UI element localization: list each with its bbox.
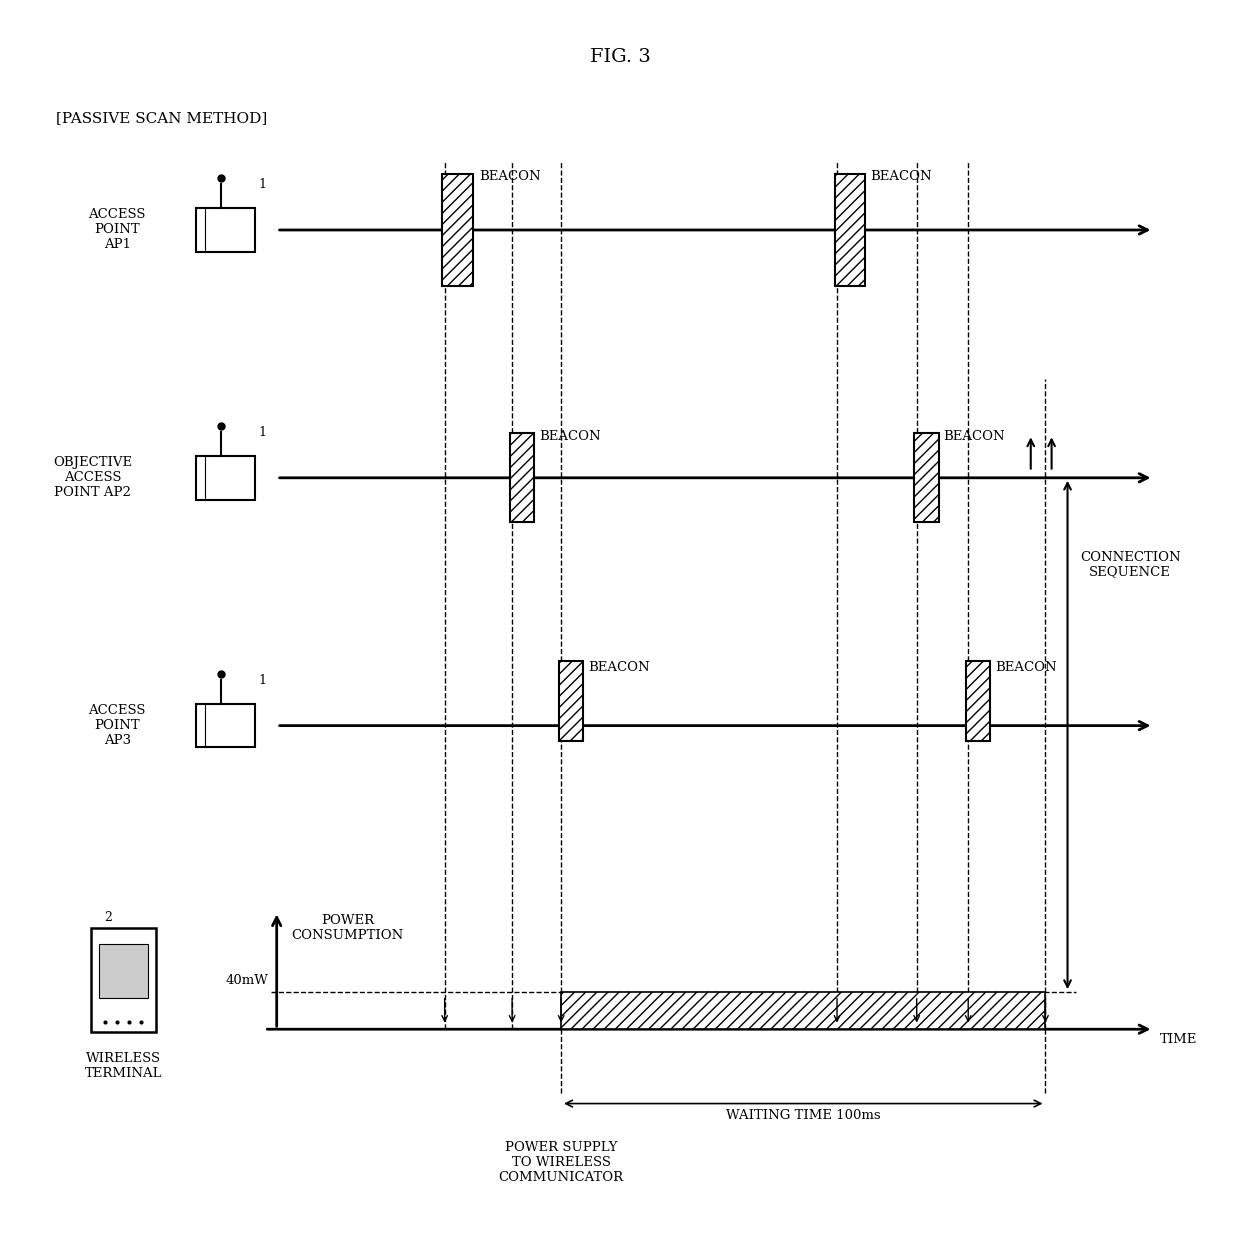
Text: POWER SUPPLY
TO WIRELESS
COMMUNICATOR: POWER SUPPLY TO WIRELESS COMMUNICATOR xyxy=(498,1140,624,1184)
Text: BEACON: BEACON xyxy=(996,660,1056,674)
Bar xyxy=(562,992,1045,1029)
Text: ACCESS
POINT
AP1: ACCESS POINT AP1 xyxy=(88,208,146,252)
Text: FIG. 3: FIG. 3 xyxy=(589,48,651,65)
Text: 40mW: 40mW xyxy=(226,974,268,987)
Bar xyxy=(966,660,991,741)
Bar xyxy=(559,660,583,741)
Text: BEACON: BEACON xyxy=(539,430,600,444)
Text: WIRELESS
TERMINAL: WIRELESS TERMINAL xyxy=(84,1051,162,1080)
Text: ACCESS
POINT
AP3: ACCESS POINT AP3 xyxy=(88,704,146,747)
Text: BEACON: BEACON xyxy=(944,430,1006,444)
Text: OBJECTIVE
ACCESS
POINT AP2: OBJECTIVE ACCESS POINT AP2 xyxy=(53,456,133,499)
Text: POWER
CONSUMPTION: POWER CONSUMPTION xyxy=(291,913,404,942)
Text: BEACON: BEACON xyxy=(588,660,650,674)
Bar xyxy=(196,456,254,500)
Text: [PASSIVE SCAN METHOD]: [PASSIVE SCAN METHOD] xyxy=(56,112,268,125)
Bar xyxy=(914,434,939,523)
Bar xyxy=(196,208,254,252)
Text: 1: 1 xyxy=(259,178,267,192)
Text: 1: 1 xyxy=(259,426,267,439)
Bar xyxy=(835,174,866,286)
Text: CONNECTION
SEQUENCE: CONNECTION SEQUENCE xyxy=(1080,550,1180,579)
Bar xyxy=(510,434,534,523)
Text: 2: 2 xyxy=(104,911,112,923)
Bar xyxy=(91,927,156,1031)
Bar xyxy=(443,174,472,286)
Text: BEACON: BEACON xyxy=(870,170,931,183)
Text: BEACON: BEACON xyxy=(479,170,541,183)
Text: WAITING TIME 100ms: WAITING TIME 100ms xyxy=(725,1109,880,1121)
Bar xyxy=(196,704,254,748)
Text: 1: 1 xyxy=(259,674,267,687)
Text: TIME: TIME xyxy=(1159,1032,1197,1046)
Bar xyxy=(99,945,148,999)
